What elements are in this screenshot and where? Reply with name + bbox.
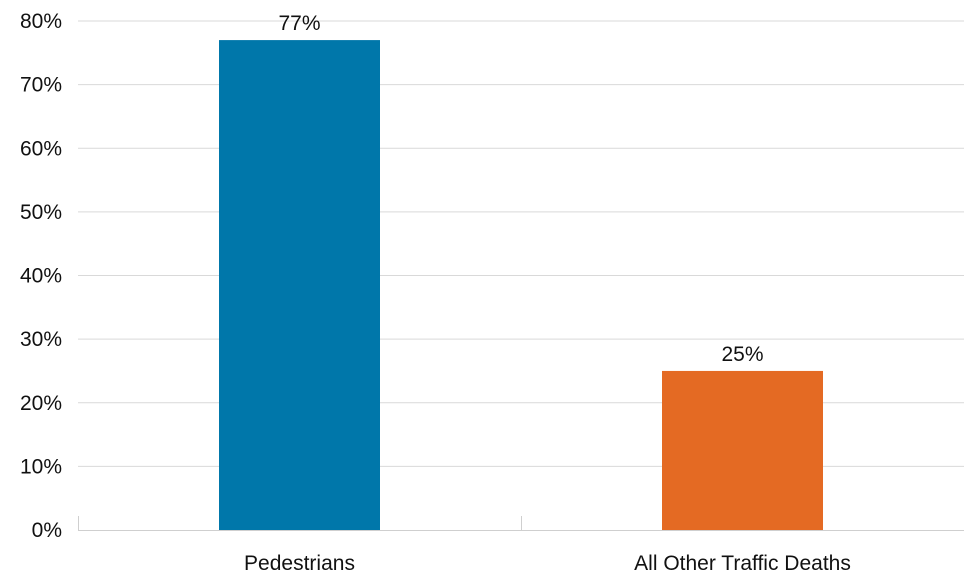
bars bbox=[219, 40, 823, 531]
y-tick-label: 0% bbox=[32, 519, 62, 542]
x-axis-category-labels: Pedestrians All Other Traffic Deaths bbox=[244, 552, 851, 575]
data-labels: 77% 25% bbox=[278, 12, 763, 366]
y-tick-label: 20% bbox=[20, 392, 62, 415]
y-tick-label: 60% bbox=[20, 137, 62, 160]
x-axis bbox=[78, 516, 964, 531]
y-tick-label: 30% bbox=[20, 328, 62, 351]
y-tick-label: 10% bbox=[20, 455, 62, 478]
bar bbox=[662, 370, 823, 530]
x-category-label: Pedestrians bbox=[244, 552, 355, 575]
x-category-label: All Other Traffic Deaths bbox=[634, 552, 851, 575]
y-tick-label: 50% bbox=[20, 201, 62, 224]
y-axis-tick-labels: 0% 10% 20% 30% 40% 50% 60% 70% 80% bbox=[20, 10, 62, 542]
bar-value-label: 25% bbox=[721, 343, 763, 366]
y-tick-label: 40% bbox=[20, 265, 62, 288]
bar-value-label: 77% bbox=[278, 12, 320, 35]
gridlines bbox=[78, 20, 964, 467]
y-tick-label: 80% bbox=[20, 10, 62, 33]
bar bbox=[219, 40, 380, 531]
y-tick-label: 70% bbox=[20, 74, 62, 97]
